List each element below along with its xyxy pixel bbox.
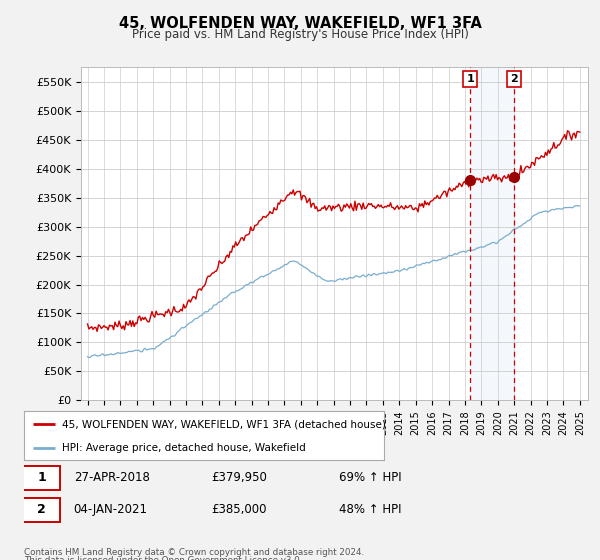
Text: Price paid vs. HM Land Registry's House Price Index (HPI): Price paid vs. HM Land Registry's House … <box>131 28 469 41</box>
Text: 1: 1 <box>37 471 46 484</box>
Text: 48% ↑ HPI: 48% ↑ HPI <box>338 503 401 516</box>
Text: £385,000: £385,000 <box>212 503 267 516</box>
Text: 45, WOLFENDEN WAY, WAKEFIELD, WF1 3FA (detached house): 45, WOLFENDEN WAY, WAKEFIELD, WF1 3FA (d… <box>62 419 386 430</box>
Text: This data is licensed under the Open Government Licence v3.0.: This data is licensed under the Open Gov… <box>24 556 302 560</box>
FancyBboxPatch shape <box>23 498 61 522</box>
Text: Contains HM Land Registry data © Crown copyright and database right 2024.: Contains HM Land Registry data © Crown c… <box>24 548 364 557</box>
Text: 1: 1 <box>466 74 474 84</box>
Text: 45, WOLFENDEN WAY, WAKEFIELD, WF1 3FA: 45, WOLFENDEN WAY, WAKEFIELD, WF1 3FA <box>119 16 481 31</box>
Text: 2: 2 <box>37 503 46 516</box>
Text: £379,950: £379,950 <box>212 471 268 484</box>
Text: 04-JAN-2021: 04-JAN-2021 <box>74 503 148 516</box>
FancyBboxPatch shape <box>23 466 61 490</box>
Text: HPI: Average price, detached house, Wakefield: HPI: Average price, detached house, Wake… <box>62 443 305 453</box>
Bar <box>470 67 514 400</box>
Text: 69% ↑ HPI: 69% ↑ HPI <box>338 471 401 484</box>
Text: 27-APR-2018: 27-APR-2018 <box>74 471 149 484</box>
Text: 2: 2 <box>511 74 518 84</box>
